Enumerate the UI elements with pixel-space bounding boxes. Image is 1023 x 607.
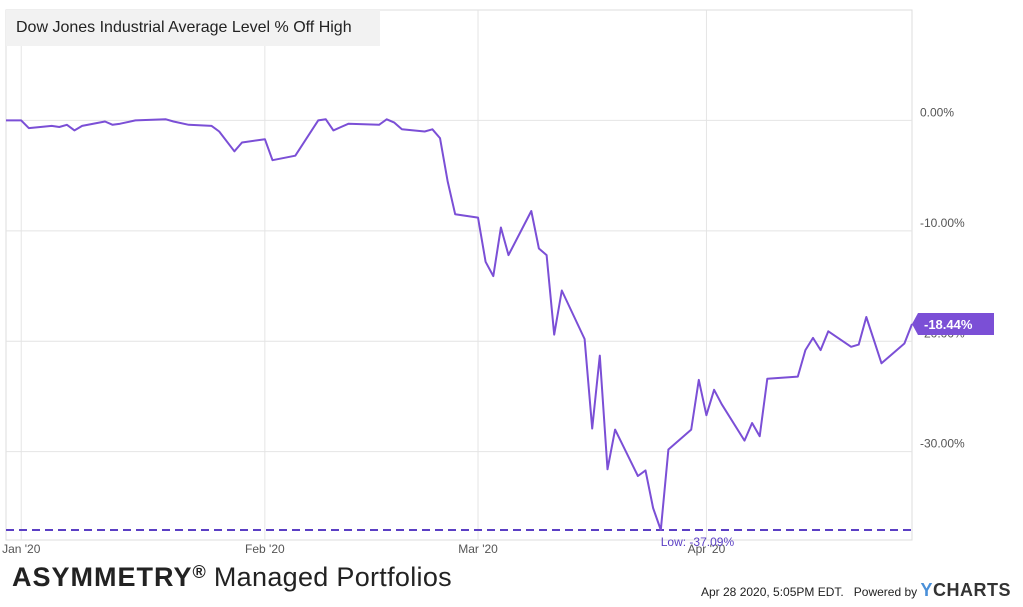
timestamp: Apr 28 2020, 5:05PM EDT. [701, 585, 844, 599]
chart-title: Dow Jones Industrial Average Level % Off… [16, 19, 352, 36]
footer-credit: Apr 28 2020, 5:05PM EDT. Powered by YCHA… [701, 580, 1011, 601]
x-tick-label: Jan '20 [2, 542, 41, 556]
y-tick-label: 0.00% [920, 105, 954, 119]
brand-registered-mark: ® [192, 562, 207, 582]
x-tick-label: Feb '20 [245, 542, 285, 556]
x-tick-label: Apr '20 [688, 542, 726, 556]
last-value-label: -18.44% [924, 317, 973, 332]
ycharts-logo-y: Y [920, 580, 933, 600]
brand-tagline: Managed Portfolios [206, 562, 452, 592]
series-line [6, 118, 913, 531]
plot-border [5, 9, 913, 541]
ycharts-logo: YCHARTS [920, 580, 1011, 600]
low-label: Low: -37.09% [661, 535, 735, 549]
y-tick-label: -10.00% [920, 216, 965, 230]
y-tick-label: -30.00% [920, 437, 965, 451]
x-tick-label: Mar '20 [458, 542, 498, 556]
ycharts-logo-text: CHARTS [933, 580, 1011, 600]
last-value-badge [912, 313, 994, 336]
brand-name: ASYMMETRY [12, 562, 193, 592]
powered-by-label: Powered by [853, 585, 918, 599]
brand-logo: ASYMMETRY® Managed Portfolios [12, 562, 452, 593]
chart-title-box [6, 10, 380, 46]
